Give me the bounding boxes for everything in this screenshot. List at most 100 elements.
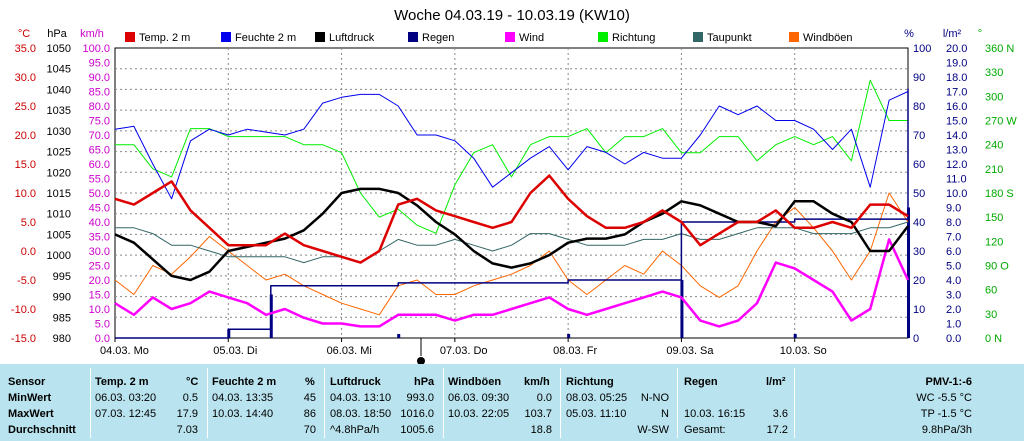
pressure-tick-label: 990 (53, 292, 71, 304)
stats-temp-avg: 7.03 (176, 424, 198, 436)
stats-dir-max-time: 05.03. 11:10 (566, 408, 627, 420)
series-line-regen (115, 88, 909, 339)
legend-label: Taupunkt (707, 32, 752, 44)
wind-tick-label: 20.0 (89, 275, 110, 287)
stats-gust-max-time: 10.03. 22:05 (448, 408, 510, 420)
stats-press-min: 993.0 (406, 392, 434, 404)
direction-tick-label: 0 N (985, 333, 1002, 345)
stats-pmv-trend: 9.8hPa/3h (921, 424, 972, 436)
stats-header-gust-unit: km/h (524, 376, 550, 388)
stats-header-temp: Temp. 2 m (95, 376, 149, 388)
stats-header-press-unit: hPa (414, 376, 435, 388)
stats-pmv-wc: WC -5.5 °C (916, 392, 972, 404)
direction-tick-label: 240 (985, 140, 1003, 152)
axis-unit-humidity: % (904, 28, 914, 40)
wind-tick-label: 45.0 (89, 203, 110, 215)
axis-unit-wind: km/h (80, 28, 104, 40)
legend-label: Windböen (803, 32, 853, 44)
stats-gust-min: 0.0 (536, 392, 552, 404)
wind-tick-label: 60.0 (89, 159, 110, 171)
legend-swatch (693, 32, 703, 42)
wind-tick-label: 90.0 (89, 72, 110, 84)
rain-bar (793, 334, 797, 338)
humidity-tick-label: 90 (913, 72, 925, 84)
pressure-tick-label: 985 (53, 312, 71, 324)
weather-chart: Woche 04.03.19 - 10.03.19 (KW10) Temp. 2… (11, 7, 1017, 364)
rain-bar (680, 280, 684, 338)
stats-label-min: MinWert (8, 392, 52, 404)
humidity-tick-label: 100 (913, 43, 931, 55)
temp-tick-label: -5.0 (17, 275, 36, 287)
humidity-tick-label: 30 (913, 246, 925, 258)
pressure-tick-label: 1035 (47, 105, 71, 117)
wind-tick-label: 70.0 (89, 130, 110, 142)
wind-tick-label: 25.0 (89, 261, 110, 273)
rain-tick-label: 9.0 (946, 203, 961, 215)
rain-tick-label: 2.0 (946, 304, 961, 316)
rain-bar (907, 207, 910, 338)
stats-dir-max: N (661, 408, 669, 420)
series-line-feuchte-2-m (114, 91, 909, 200)
wind-tick-label: 95.0 (89, 58, 110, 70)
direction-tick-label: 90 O (985, 261, 1009, 273)
direction-tick-label: 60 (985, 285, 997, 297)
stats-temp-max-time: 07.03. 12:45 (95, 408, 157, 420)
pressure-tick-label: 1025 (47, 147, 71, 159)
current-time-marker (417, 338, 425, 364)
rain-tick-label: 14.0 (946, 130, 967, 142)
wind-tick-label: 30.0 (89, 246, 110, 258)
stats-press-min-time: 04.03. 13:10 (330, 392, 392, 404)
x-tick-label: 07.03. Do (440, 345, 488, 357)
stats-temp-min-time: 06.03. 03:20 (95, 392, 157, 404)
chart-legend: Temp. 2 m Feuchte 2 m Luftdruck Regen Wind Ri… (125, 32, 853, 44)
stats-press-max-time: 08.03. 18:50 (330, 408, 392, 420)
stats-hum-min-time: 04.03. 13:35 (212, 392, 274, 404)
series-line-taupunkt (115, 221, 909, 264)
legend-label: Richtung (612, 32, 655, 44)
direction-tick-label: 150 (985, 212, 1003, 224)
rain-tick-label: 3.0 (946, 290, 961, 302)
chart-series (114, 79, 910, 339)
stats-header-hum: Feuchte 2 m (212, 376, 277, 388)
axis-unit-pressure: hPa (47, 28, 67, 40)
temp-tick-label: -10.0 (11, 304, 36, 316)
rain-bar (567, 334, 571, 338)
legend-swatch (789, 32, 799, 42)
direction-tick-label: 360 N (985, 43, 1014, 55)
axis-units: °C hPa km/h% l/m² ° (18, 28, 982, 40)
stats-gust-avg: 18.8 (530, 424, 552, 436)
direction-tick-label: 210 (985, 164, 1003, 176)
x-tick-label: 10.03. So (780, 345, 827, 357)
pressure-tick-label: 1040 (47, 84, 71, 96)
stats-header-temp-unit: °C (186, 376, 199, 388)
humidity-tick-label: 70 (913, 130, 925, 142)
rain-tick-label: 12.0 (946, 159, 967, 171)
wind-tick-label: 75.0 (89, 116, 110, 128)
wind-tick-label: 65.0 (89, 145, 110, 157)
x-tick-label: 04.03. Mo (100, 345, 149, 357)
stats-rain-max: 3.6 (772, 408, 788, 420)
stats-press-trend: ^4.8hPa/h (330, 424, 380, 436)
stats-hum-avg: 70 (303, 424, 316, 436)
stats-press-max: 1016.0 (400, 408, 434, 420)
rain-tick-label: 16.0 (946, 101, 967, 113)
wind-tick-label: 15.0 (89, 290, 110, 302)
stats-temp-max: 17.9 (176, 408, 198, 420)
wind-tick-label: 0.0 (95, 333, 110, 345)
rain-tick-label: 11.0 (946, 174, 967, 186)
x-tick-label: 09.03. Sa (666, 345, 714, 357)
stats-header-rain-unit: l/m² (766, 376, 786, 388)
direction-tick-label: 330 (985, 67, 1003, 79)
temp-tick-label: 10.0 (15, 188, 36, 200)
axis-unit-direction: ° (978, 28, 982, 40)
wind-tick-label: 100.0 (82, 43, 110, 55)
stats-header-rain: Regen (684, 376, 718, 388)
pressure-tick-label: 1000 (47, 250, 71, 262)
rain-tick-label: 10.0 (946, 188, 967, 200)
pressure-tick-label: 1045 (47, 64, 71, 76)
stats-pmv-tp: TP -1.5 °C (920, 408, 972, 420)
stats-hum-min: 45 (303, 392, 316, 404)
x-tick-label: 06.03. Mi (327, 345, 372, 357)
chart-grid (115, 48, 908, 338)
stats-dir-min: N-NO (640, 392, 669, 404)
